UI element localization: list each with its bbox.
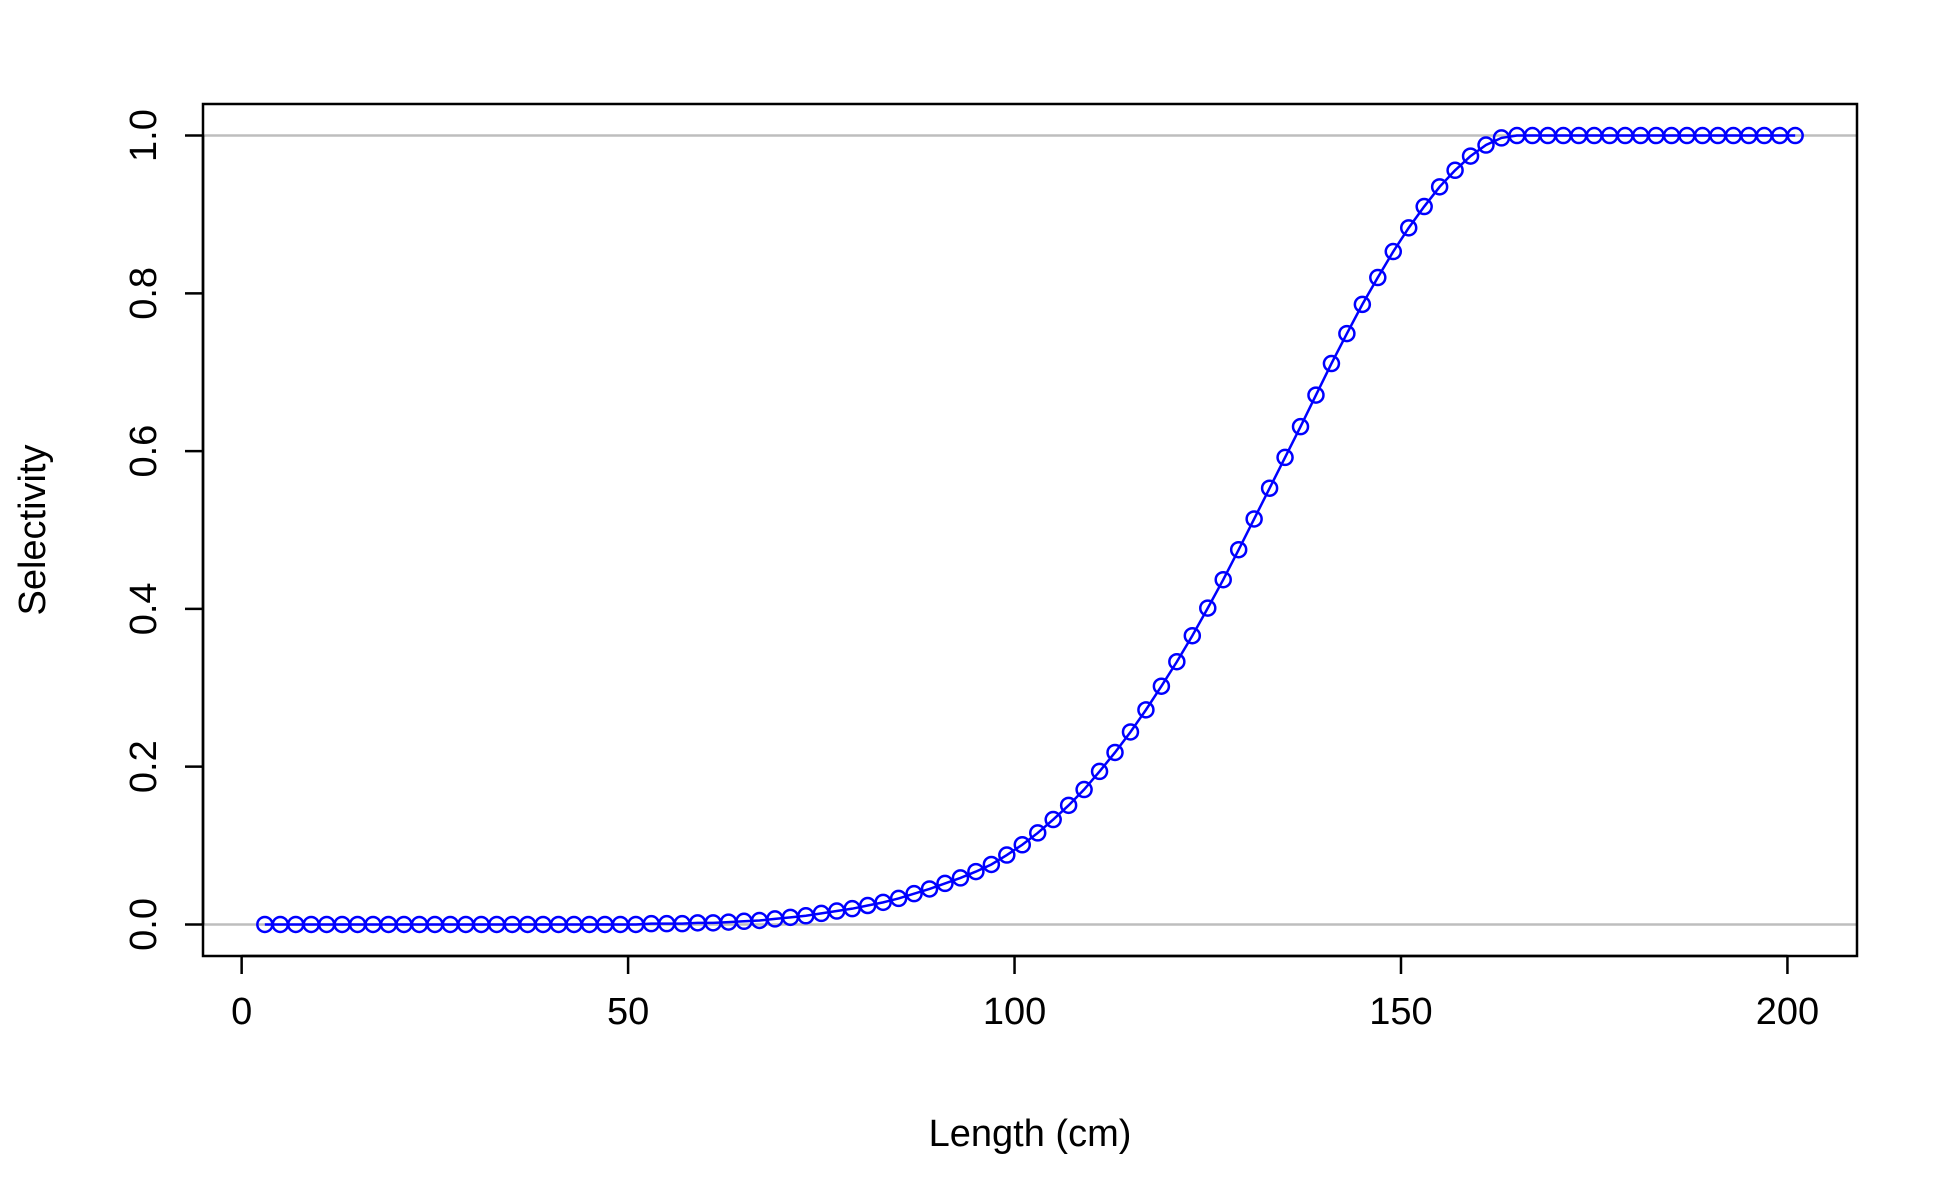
data-point (1090, 762, 1109, 781)
data-point (905, 884, 923, 903)
data-point (1322, 354, 1341, 373)
data-point (1214, 570, 1232, 589)
data-point (1075, 780, 1093, 799)
data-point (1152, 677, 1171, 695)
x-axis-title: Length (cm) (929, 1113, 1132, 1155)
data-point (1276, 448, 1294, 467)
data-point (1260, 479, 1279, 497)
data-point (874, 893, 892, 912)
data-point (998, 846, 1016, 864)
y-axis-title: Selectivity (12, 444, 54, 615)
data-point (1183, 626, 1202, 645)
data-point (1121, 723, 1140, 741)
x-tick-label: 100 (983, 991, 1046, 1033)
data-point (1059, 796, 1078, 815)
data-point (1461, 147, 1480, 165)
data-point (1137, 701, 1155, 719)
y-tick-label: 1.0 (123, 109, 165, 162)
series-layer (256, 126, 1804, 934)
data-point (920, 880, 939, 898)
data-point (1013, 836, 1032, 854)
data-point (1245, 510, 1263, 528)
data-point (1415, 197, 1433, 216)
data-point (1353, 295, 1372, 314)
data-point (982, 855, 1001, 874)
data-point (1338, 324, 1356, 343)
data-point (889, 889, 908, 908)
x-axis: 0 50 100 150 200 (231, 954, 1819, 1033)
y-tick-label: 0.2 (123, 740, 165, 793)
y-axis: 0.0 0.2 0.4 0.6 0.8 1.0 (123, 109, 205, 951)
y-tick-label: 0.4 (123, 582, 165, 635)
data-point (1291, 417, 1310, 436)
data-point (1786, 126, 1804, 145)
data-point (1106, 743, 1124, 762)
data-point (936, 874, 954, 893)
data-point (1369, 268, 1387, 287)
x-tick-label: 150 (1369, 991, 1432, 1033)
data-point (1028, 824, 1047, 842)
data-point (967, 862, 985, 881)
x-tick-label: 0 (231, 991, 252, 1033)
x-tick-label: 200 (1756, 991, 1819, 1033)
y-tick-label: 0.8 (123, 267, 165, 320)
y-tick-label: 0.6 (123, 425, 165, 478)
data-point (1384, 242, 1403, 261)
data-point (1229, 540, 1248, 559)
x-tick-label: 50 (607, 991, 649, 1033)
data-point (1199, 599, 1217, 617)
data-point (1399, 219, 1418, 237)
y-tick-label: 0.0 (123, 898, 165, 951)
data-point (1430, 178, 1449, 196)
data-point (1168, 652, 1186, 671)
data-point (1044, 810, 1062, 829)
data-point (1446, 161, 1464, 180)
data-point (1477, 136, 1495, 154)
data-point (1307, 386, 1325, 404)
data-point (951, 869, 970, 887)
